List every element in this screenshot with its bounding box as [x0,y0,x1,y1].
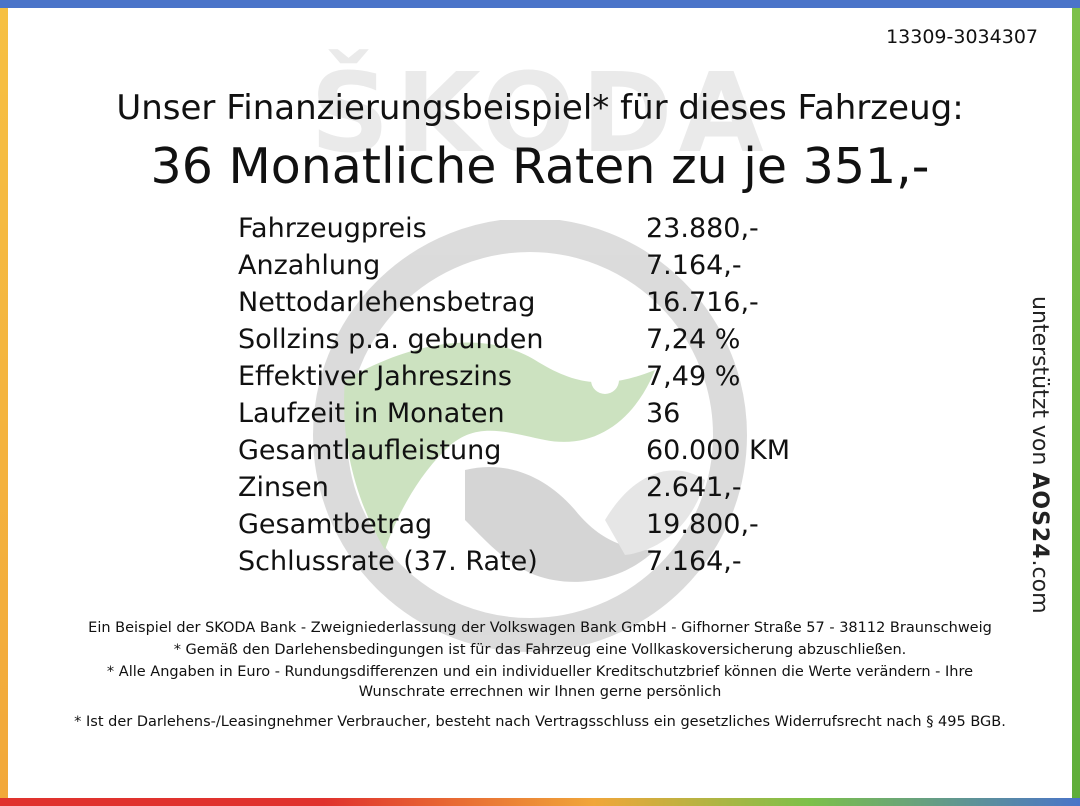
legal-footnotes: Ein Beispiel der SKODA Bank - Zweigniede… [70,618,1010,732]
footnote-withdrawal: * Ist der Darlehens-/Leasingnehmer Verbr… [74,714,1006,730]
skoda-logo-watermark-icon [313,220,747,652]
monthly-rate-headline: 36 Monatliche Raten zu je 351,- [150,138,930,195]
finance-row-gesamtlaufleistung: Gesamtlaufleistung 60.000 KM [238,432,838,469]
finance-row-value: 7.164,- [646,250,742,281]
reference-number: 13309-3034307 [886,26,1038,48]
finance-row-label: Anzahlung [238,250,381,281]
frame-bottom-border [0,798,1080,806]
finance-row-label: Schlussrate (37. Rate) [238,546,538,577]
finance-row-fahrzeugpreis: Fahrzeugpreis 23.880,- [238,210,838,247]
finance-row-label: Gesamtlaufleistung [238,435,502,466]
footnote-euro: * Alle Angaben in Euro - Rundungsdiffere… [106,664,974,700]
finance-row-value: 23.880,- [646,213,759,244]
finance-row-value: 19.800,- [646,509,759,540]
footnote-bank: Ein Beispiel der SKODA Bank - Zweigniede… [88,620,992,636]
side-credit-prefix: unterstützt von [1027,296,1052,466]
finance-row-value: 60.000 KM [646,435,791,466]
finance-row-label: Fahrzeugpreis [238,213,427,244]
finance-row-nettodarlehensbetrag: Nettodarlehensbetrag 16.716,- [238,284,838,321]
finance-row-zinsen: Zinsen 2.641,- [238,469,838,506]
finance-row-value: 2.641,- [646,472,742,503]
finance-row-value: 7.164,- [646,546,742,577]
frame-top-border [0,0,1080,8]
finance-row-effektiver-jahreszins: Effektiver Jahreszins 7,49 % [238,358,838,395]
finance-row-label: Effektiver Jahreszins [238,361,512,392]
finance-row-value: 16.716,- [646,287,759,318]
finance-row-gesamtbetrag: Gesamtbetrag 19.800,- [238,506,838,543]
finance-row-value: 7,24 % [646,324,741,355]
finance-row-laufzeit: Laufzeit in Monaten 36 [238,395,838,432]
finance-row-label: Zinsen [238,472,329,503]
frame-right-border [1072,8,1080,798]
frame-left-border [0,8,8,798]
finance-row-value: 36 [646,398,681,429]
finance-row-label: Sollzins p.a. gebunden [238,324,544,355]
finance-table: Fahrzeugpreis 23.880,- Anzahlung 7.164,-… [238,210,838,580]
finance-row-label: Nettodarlehensbetrag [238,287,536,318]
finance-row-schlussrate: Schlussrate (37. Rate) 7.164,- [238,543,838,580]
footnote-insurance: * Gemäß den Darlehensbedingungen ist für… [173,642,907,658]
side-credit-text: unterstützt von AOS24.com [1022,296,1056,614]
side-credit-suffix: .com [1027,559,1052,614]
side-credit: unterstützt von AOS24.com [1022,296,1056,614]
skoda-watermark-text: ŠKODA [310,49,770,177]
finance-row-anzahlung: Anzahlung 7.164,- [238,247,838,284]
aos24-brand-logo: AOS24 [1027,472,1052,560]
page-headline: Unser Finanzierungsbeispiel* für dieses … [116,88,964,128]
finance-row-label: Gesamtbetrag [238,509,433,540]
finance-row-label: Laufzeit in Monaten [238,398,505,429]
finance-row-value: 7,49 % [646,361,741,392]
finance-row-sollzins: Sollzins p.a. gebunden 7,24 % [238,321,838,358]
